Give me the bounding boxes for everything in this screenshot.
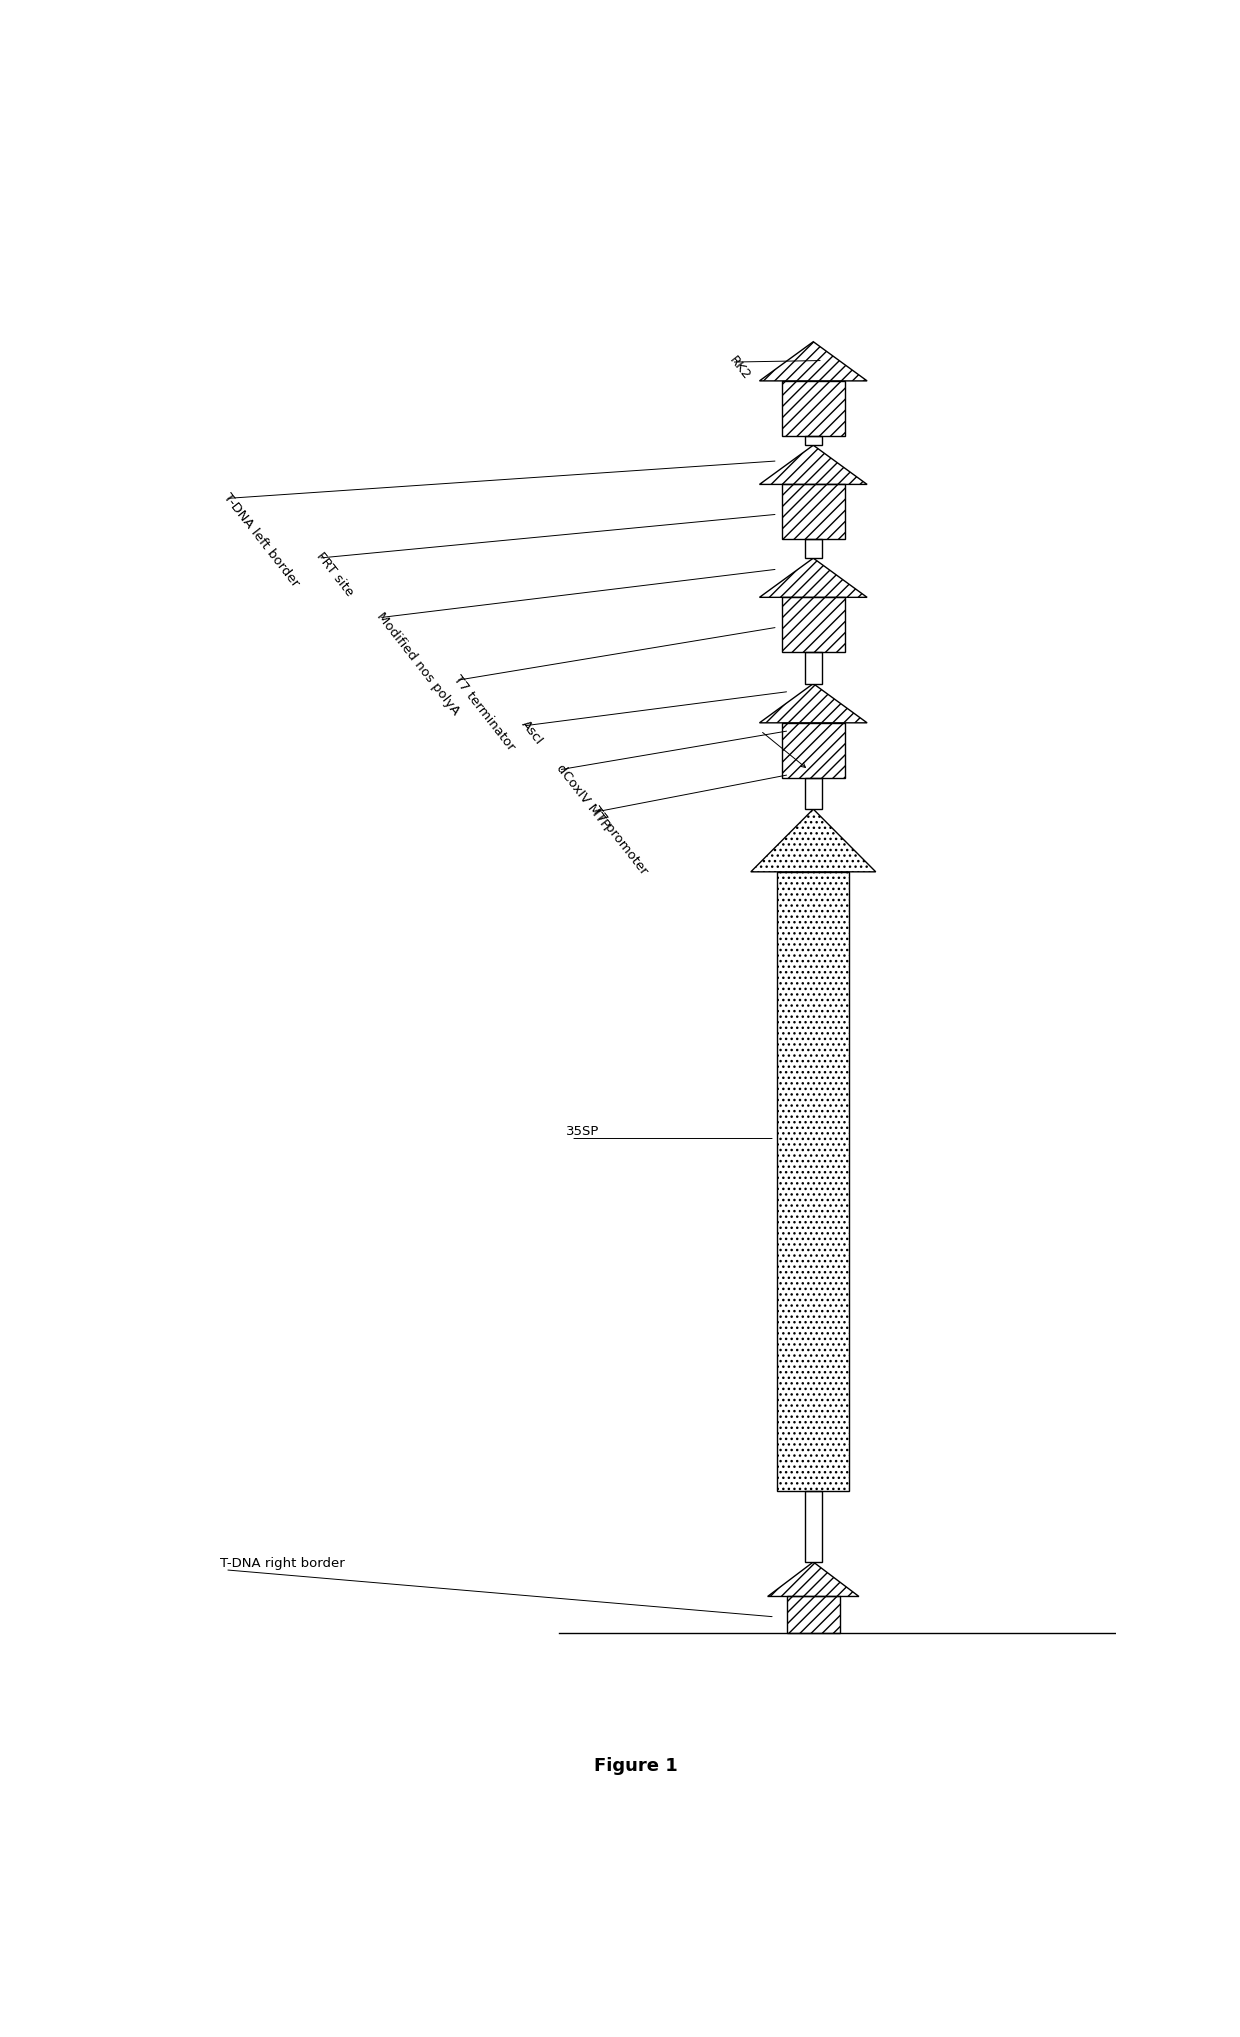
Text: AscI: AscI	[518, 717, 546, 748]
Text: dCoxIV MTP: dCoxIV MTP	[554, 762, 613, 831]
Bar	[777, 872, 849, 1491]
Bar	[782, 723, 844, 778]
Bar	[805, 652, 822, 684]
Text: T7 terminator: T7 terminator	[451, 672, 518, 754]
Text: T-DNA right border: T-DNA right border	[221, 1556, 345, 1571]
Text: FRT site: FRT site	[314, 550, 356, 599]
Text: 35SP: 35SP	[567, 1126, 600, 1139]
Text: Figure 1: Figure 1	[594, 1756, 677, 1774]
Bar	[805, 1491, 822, 1562]
Text: T-DNA left border: T-DNA left border	[221, 491, 301, 589]
Bar	[805, 436, 822, 446]
Bar	[805, 778, 822, 809]
Text: RK2: RK2	[727, 354, 753, 383]
Bar	[782, 381, 844, 436]
Bar	[787, 1597, 839, 1632]
Text: Modified nos polyA: Modified nos polyA	[374, 609, 463, 717]
Bar	[782, 485, 844, 540]
Text: T7 promoter: T7 promoter	[589, 805, 651, 878]
Bar	[782, 597, 844, 652]
Bar	[805, 540, 822, 558]
